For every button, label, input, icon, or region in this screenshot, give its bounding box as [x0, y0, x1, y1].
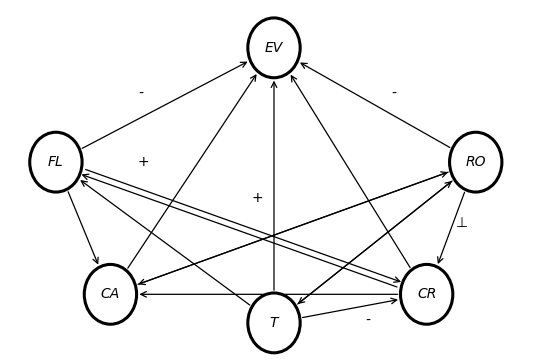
Ellipse shape	[449, 132, 502, 192]
Text: ⊥: ⊥	[456, 216, 468, 230]
Text: CR: CR	[417, 287, 436, 301]
Ellipse shape	[401, 264, 453, 324]
Ellipse shape	[248, 293, 300, 353]
Text: CA: CA	[101, 287, 120, 301]
Text: -: -	[366, 314, 370, 328]
Text: +: +	[138, 155, 149, 169]
Text: +: +	[252, 191, 264, 205]
Text: -: -	[391, 87, 396, 101]
Text: -: -	[138, 87, 143, 101]
Text: RO: RO	[465, 155, 486, 169]
Ellipse shape	[30, 132, 82, 192]
Text: FL: FL	[48, 155, 64, 169]
Ellipse shape	[248, 18, 300, 78]
Text: EV: EV	[265, 41, 283, 55]
Ellipse shape	[84, 264, 136, 324]
Text: T: T	[270, 316, 278, 330]
